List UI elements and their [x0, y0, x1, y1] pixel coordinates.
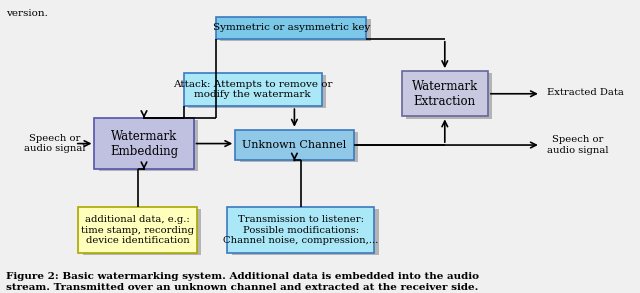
FancyBboxPatch shape	[240, 132, 358, 162]
FancyBboxPatch shape	[227, 207, 374, 253]
FancyBboxPatch shape	[95, 118, 193, 169]
Text: Attack: Attempts to remove or
modify the watermark: Attack: Attempts to remove or modify the…	[173, 80, 333, 99]
FancyBboxPatch shape	[402, 71, 488, 116]
FancyBboxPatch shape	[99, 120, 198, 171]
Text: Watermark
Extraction: Watermark Extraction	[412, 80, 478, 108]
Text: Watermark
Embedding: Watermark Embedding	[110, 130, 178, 158]
FancyBboxPatch shape	[406, 73, 493, 118]
FancyBboxPatch shape	[216, 17, 366, 39]
FancyBboxPatch shape	[189, 75, 326, 108]
Text: Symmetric or asymmetric key: Symmetric or asymmetric key	[212, 23, 370, 32]
FancyBboxPatch shape	[184, 73, 322, 106]
Text: Speech or
audio signal: Speech or audio signal	[24, 134, 85, 153]
Text: version.: version.	[6, 9, 48, 18]
FancyBboxPatch shape	[236, 130, 354, 161]
Text: Transmission to listener:
Possible modifications:
Channel noise, compression,...: Transmission to listener: Possible modif…	[223, 215, 378, 245]
FancyBboxPatch shape	[83, 209, 201, 255]
Text: Extracted Data: Extracted Data	[547, 88, 624, 97]
Text: Unknown Channel: Unknown Channel	[243, 140, 346, 150]
Text: Speech or
audio signal: Speech or audio signal	[547, 135, 609, 155]
FancyBboxPatch shape	[220, 19, 371, 41]
Text: additional data, e.g.:
time stamp, recording
device identification: additional data, e.g.: time stamp, recor…	[81, 215, 194, 245]
Text: Figure 2: Basic watermarking system. Additional data is embedded into the audio
: Figure 2: Basic watermarking system. Add…	[6, 272, 479, 292]
FancyBboxPatch shape	[79, 207, 197, 253]
FancyBboxPatch shape	[232, 209, 379, 255]
